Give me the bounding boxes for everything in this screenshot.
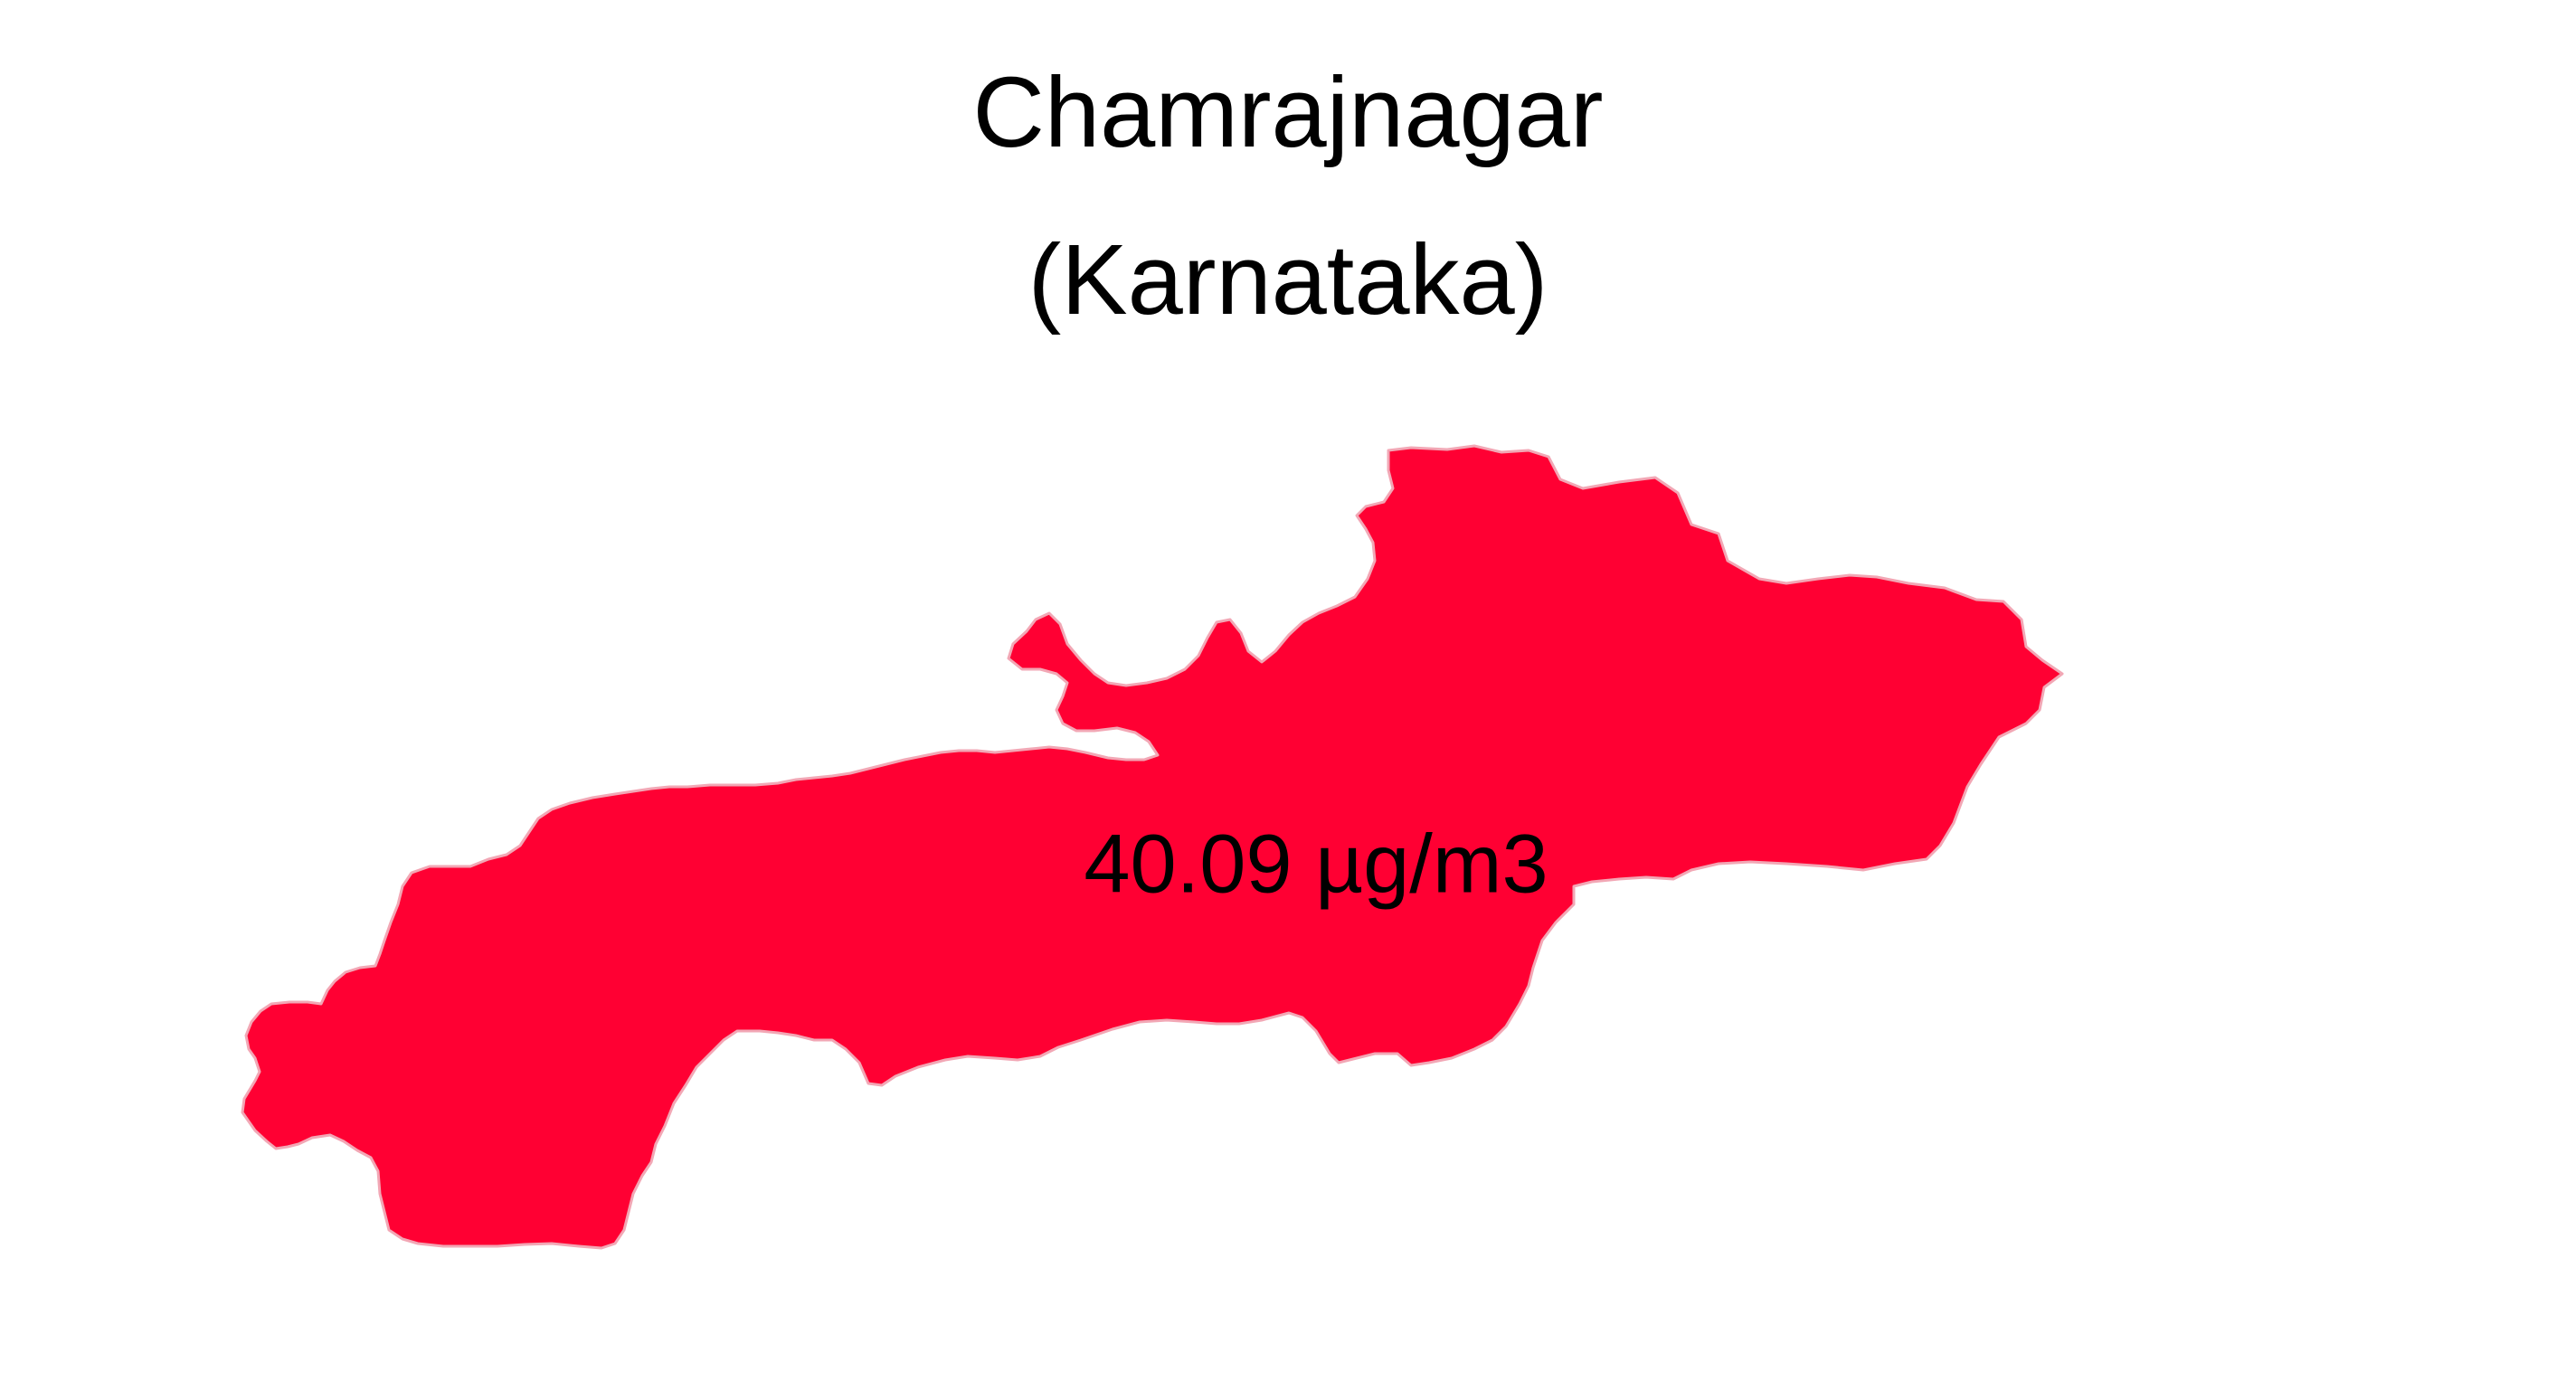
map-title-line-1: Chamrajnagar [972, 57, 1604, 168]
value-label: 40.09 µg/m3 [1084, 818, 1548, 910]
district-shape [241, 444, 2064, 1250]
map-title-line-2: (Karnataka) [1028, 224, 1548, 336]
